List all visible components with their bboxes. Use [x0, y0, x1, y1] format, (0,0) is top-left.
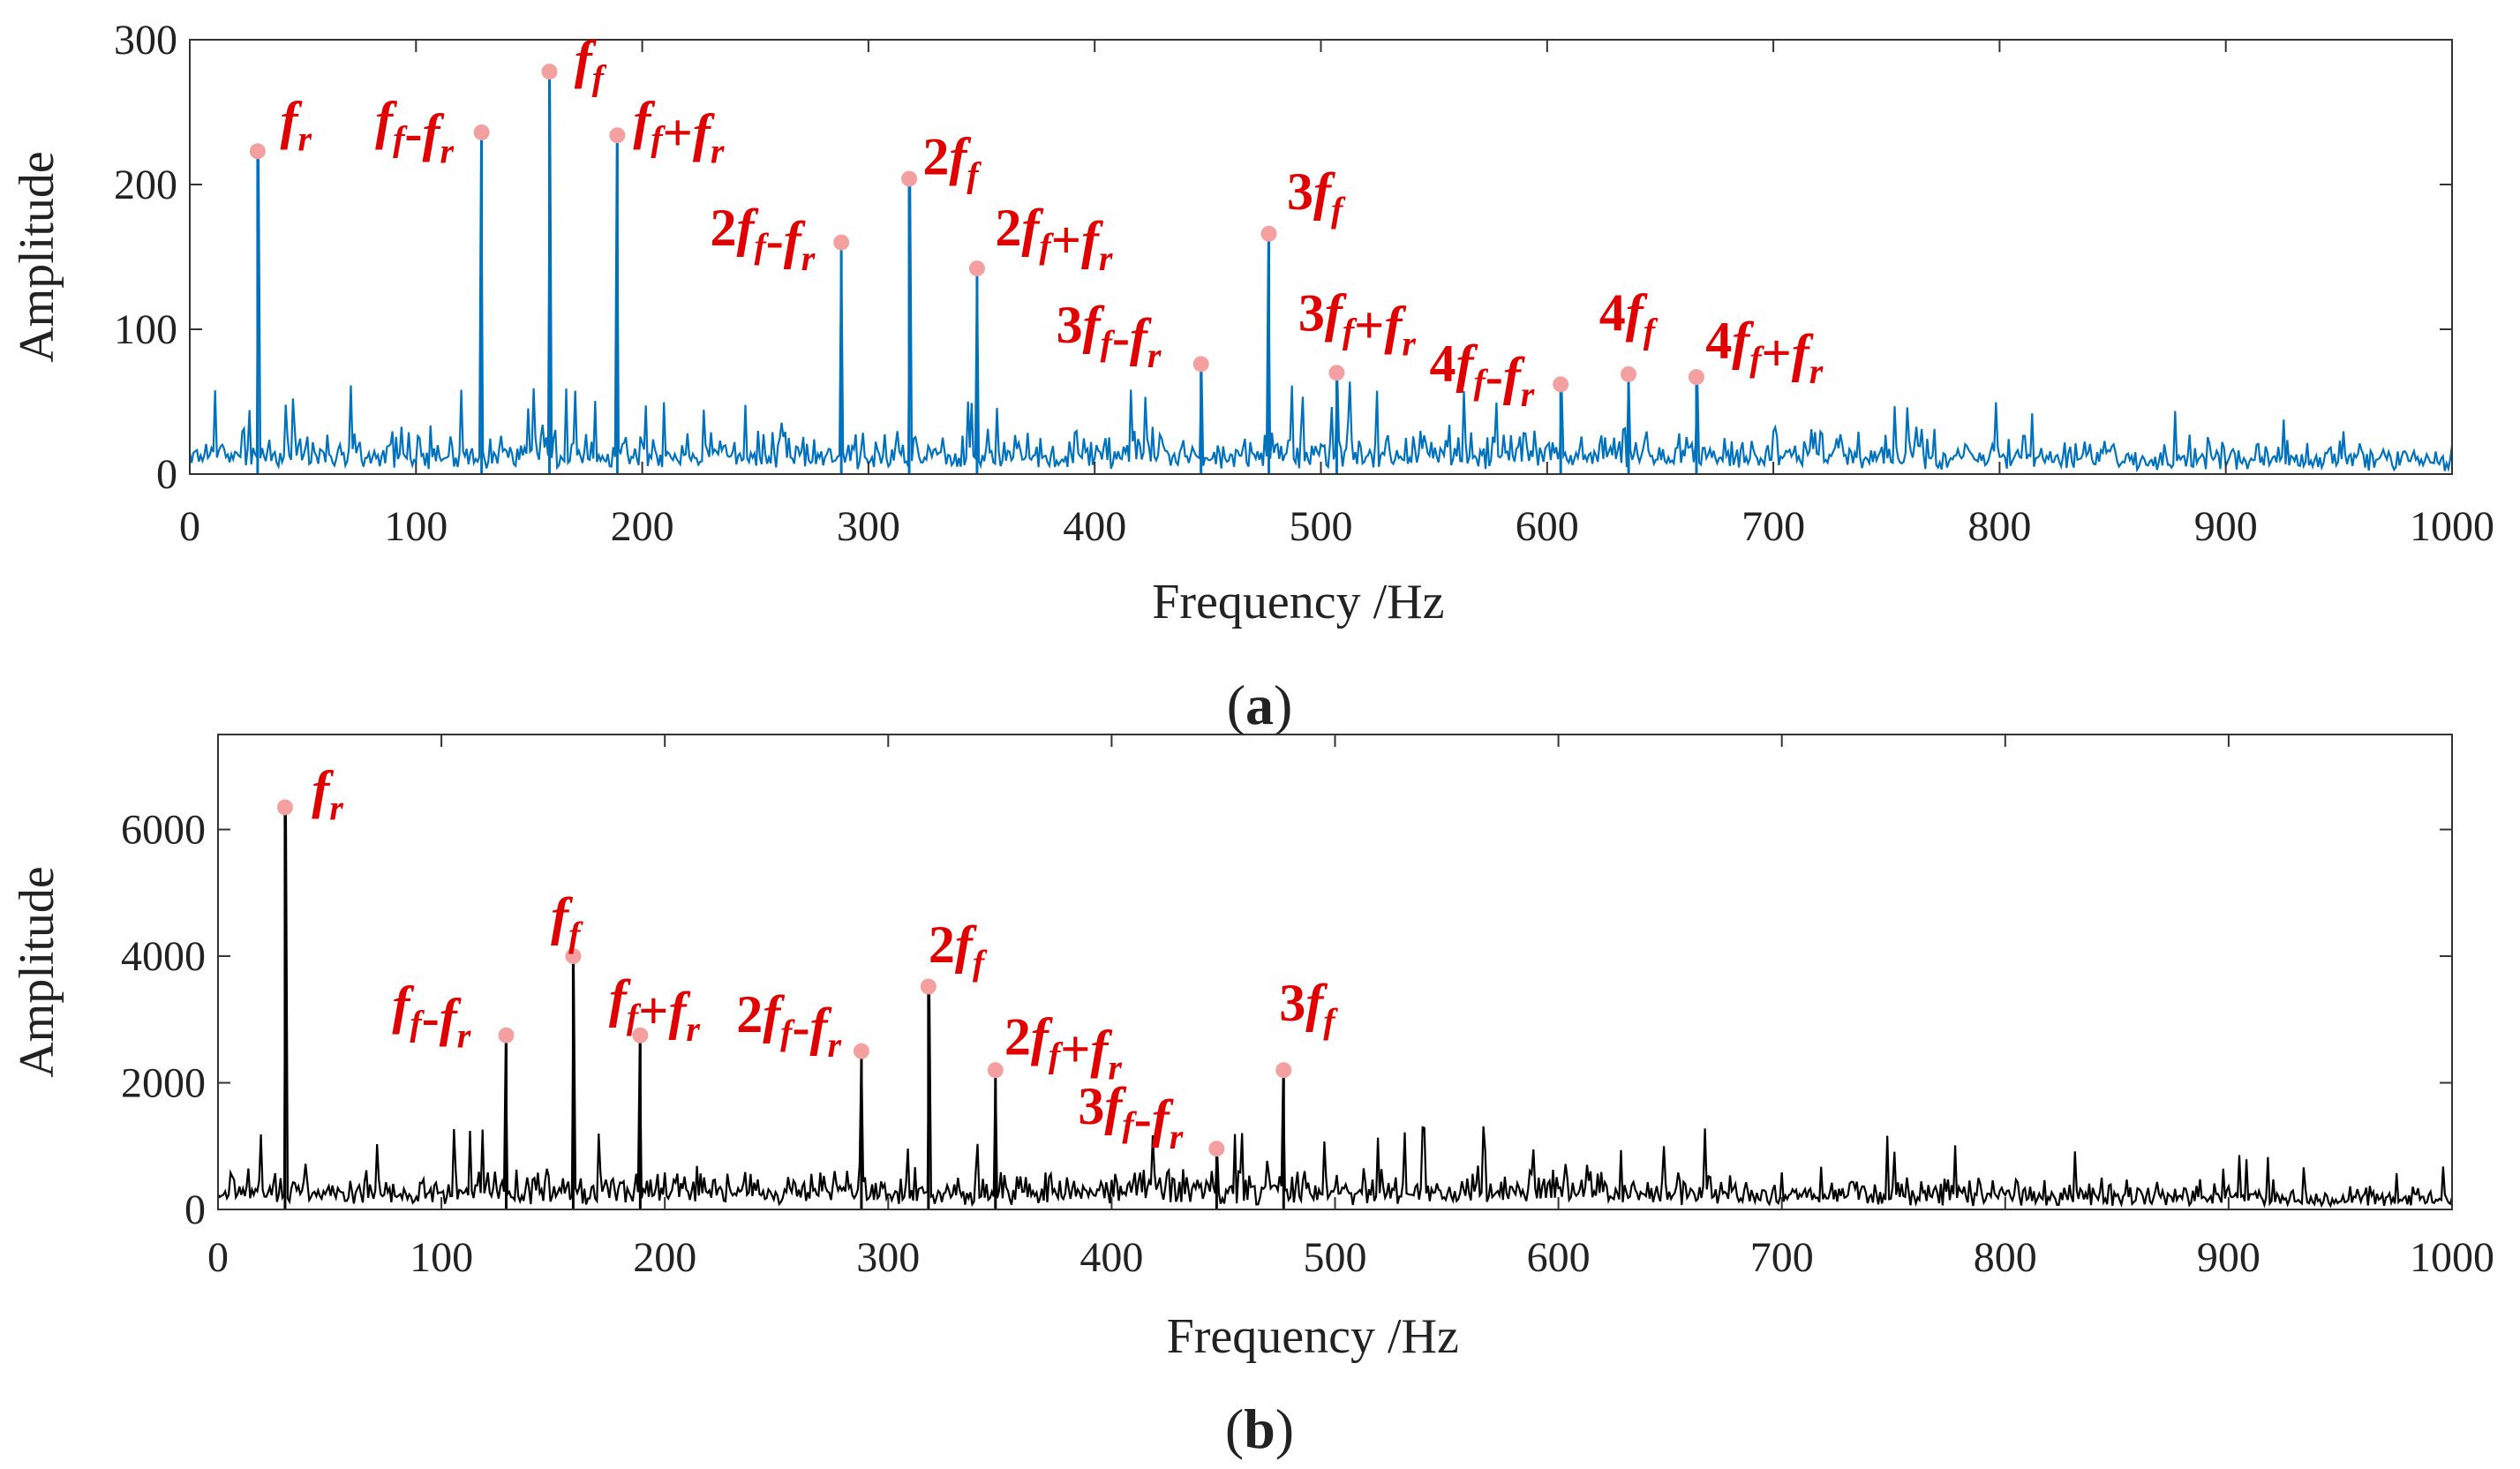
- x-tick-label: 600: [1527, 1234, 1591, 1281]
- peak-marker: [833, 234, 850, 251]
- x-tick-label: 700: [1750, 1234, 1814, 1281]
- peak-label: fr: [281, 92, 312, 159]
- peak-marker: [609, 127, 626, 144]
- peak-label: 3ff-fr: [1078, 1077, 1183, 1156]
- peak-marker: [632, 1027, 649, 1043]
- peak-marker: [1328, 365, 1345, 381]
- spectrum-line: [188, 72, 2454, 473]
- peak-label: 3ff+fr: [1298, 284, 1417, 364]
- peak-label: ff+fr: [633, 92, 725, 171]
- x-tick-label: 500: [1304, 1234, 1367, 1281]
- panel-caption: (a): [1227, 674, 1293, 736]
- y-axis-label: Amplitude: [10, 866, 64, 1078]
- peak-marker: [249, 143, 266, 160]
- y-tick-label: 2000: [121, 1060, 206, 1107]
- x-axis-label: Frequency /Hz: [1152, 575, 1444, 629]
- peak-label: ff: [575, 31, 607, 98]
- peak-marker: [1688, 369, 1704, 386]
- y-tick-label: 6000: [121, 807, 206, 854]
- x-tick-label: 400: [1063, 503, 1126, 550]
- x-tick-label: 200: [611, 503, 674, 550]
- y-tick-label: 0: [156, 451, 177, 498]
- x-tick-label: 100: [384, 503, 448, 550]
- peak-marker: [1192, 356, 1209, 373]
- x-tick-label: 100: [410, 1234, 473, 1281]
- x-tick-label: 400: [1079, 1234, 1143, 1281]
- peak-label: 2ff-fr: [736, 985, 841, 1065]
- peak-label: fr: [312, 760, 343, 827]
- peak-marker: [1260, 225, 1277, 242]
- x-tick-label: 700: [1741, 503, 1805, 550]
- peak-marker: [987, 1062, 1004, 1079]
- x-tick-label: 200: [633, 1234, 696, 1281]
- peak-label: 2ff+fr: [995, 199, 1113, 278]
- peak-label: 2ff: [929, 915, 988, 983]
- x-axis-label: Frequency /Hz: [1167, 1309, 1459, 1364]
- x-tick-label: 0: [207, 1234, 229, 1281]
- y-axis-label: Amplitude: [10, 151, 64, 363]
- peak-marker: [473, 124, 490, 140]
- y-tick-label: 0: [184, 1186, 206, 1233]
- x-tick-label: 800: [1967, 503, 2031, 550]
- y-tick-label: 200: [114, 162, 177, 208]
- peak-marker: [853, 1043, 869, 1059]
- peak-label: ff-fr: [392, 976, 470, 1055]
- peak-marker: [498, 1027, 515, 1043]
- peak-label: 4ff: [1599, 284, 1659, 351]
- x-tick-label: 1000: [2410, 1234, 2494, 1281]
- x-tick-label: 0: [179, 503, 200, 550]
- peak-label: 3ff: [1279, 974, 1338, 1041]
- panel-caption: (b): [1225, 1397, 1294, 1460]
- peak-label: ff+fr: [609, 969, 701, 1049]
- peak-label: 3ff: [1287, 162, 1346, 230]
- peak-label: 4ff+fr: [1705, 312, 1824, 391]
- peak-label: ff: [551, 887, 583, 954]
- axes-box: [217, 734, 2453, 1210]
- peak-marker: [901, 170, 918, 187]
- x-tick-label: 300: [837, 503, 900, 550]
- x-tick-label: 800: [1974, 1234, 2037, 1281]
- peak-marker: [541, 64, 558, 80]
- x-tick-label: 900: [2194, 503, 2258, 550]
- peak-marker: [1621, 365, 1637, 382]
- peak-label: 2ff-fr: [710, 199, 815, 278]
- peak-label: 2ff+fr: [1004, 1007, 1123, 1087]
- peak-label: 2ff: [922, 128, 982, 195]
- peak-marker: [1275, 1062, 1292, 1079]
- y-tick-label: 100: [114, 306, 177, 353]
- x-tick-label: 1000: [2410, 503, 2494, 550]
- peak-label: 3ff-fr: [1057, 296, 1162, 375]
- panel-a: 0 100 200 300 400 500 600 700 800 900 1000 0 100 200 3…: [10, 17, 2494, 736]
- peak-label: 4ff-fr: [1430, 335, 1535, 414]
- y-tick-label: 300: [114, 17, 177, 64]
- spectrum-line: [217, 807, 2454, 1209]
- peak-marker: [1208, 1141, 1225, 1157]
- peak-label: ff-fr: [375, 92, 454, 171]
- x-tick-label: 900: [2197, 1234, 2260, 1281]
- x-tick-label: 500: [1290, 503, 1353, 550]
- panel-b: 0 100 200 300 400 500 600 700 800 900 1000 0 2000 400…: [10, 734, 2494, 1460]
- peak-marker: [1553, 376, 1569, 393]
- peak-marker: [565, 948, 582, 965]
- peak-marker: [276, 799, 293, 816]
- y-tick-label: 4000: [121, 933, 206, 980]
- peak-marker: [968, 260, 985, 277]
- x-tick-label: 300: [856, 1234, 920, 1281]
- peak-marker: [920, 978, 937, 995]
- x-tick-label: 600: [1516, 503, 1579, 550]
